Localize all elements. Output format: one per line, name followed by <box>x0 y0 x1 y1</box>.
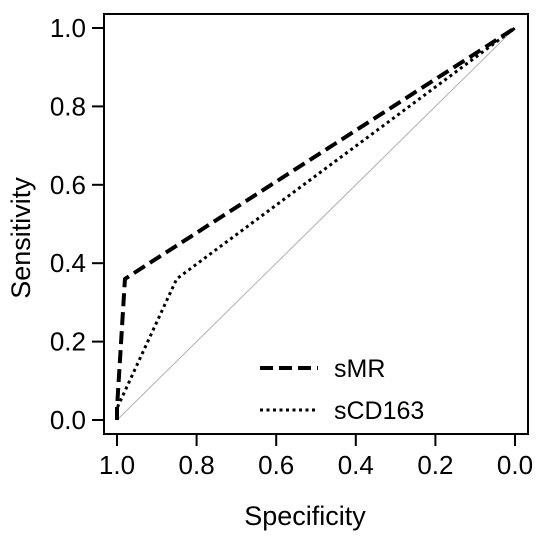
y-tick-label: 0.4 <box>50 248 86 278</box>
x-tick-label: 0.2 <box>417 450 453 480</box>
y-tick-label: 0.0 <box>50 405 86 435</box>
y-tick-label: 1.0 <box>50 13 86 43</box>
x-tick-label: 1.0 <box>99 450 135 480</box>
series-line-scd163 <box>115 26 516 420</box>
x-tick-label: 0.8 <box>179 450 215 480</box>
x-tick-label: 0.0 <box>497 450 533 480</box>
x-tick-label: 0.6 <box>258 450 294 480</box>
x-axis-title: Specificity <box>244 501 366 531</box>
x-axis: 1.0 0.8 0.6 0.4 0.2 0.0 <box>99 434 533 480</box>
y-axis-title: Sensitivity <box>6 177 36 299</box>
plot-frame <box>103 13 529 435</box>
legend-label-smr: sMR <box>334 355 385 383</box>
y-tick-label: 0.8 <box>50 91 86 121</box>
y-tick-label: 0.2 <box>50 327 86 357</box>
y-tick-label: 0.6 <box>50 170 86 200</box>
series-layer <box>115 26 517 420</box>
legend-label-scd163: sCD163 <box>334 397 424 425</box>
reference-diagonal-line <box>116 27 516 421</box>
x-tick-label: 0.4 <box>338 450 374 480</box>
series-line-smr <box>115 26 517 420</box>
legend: sMR sCD163 <box>260 355 424 425</box>
reference-layer <box>116 27 516 421</box>
y-axis: 0.0 0.2 0.4 0.6 0.8 1.0 <box>50 13 104 435</box>
